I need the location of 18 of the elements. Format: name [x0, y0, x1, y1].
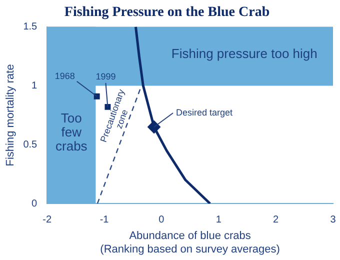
x-tick-label: -1: [100, 214, 110, 226]
y-tick-label: 1: [32, 80, 38, 92]
x-tick-label: 2: [273, 214, 280, 226]
y-tick-label: 0: [32, 198, 38, 210]
x-axis-title: Abundance of blue crabs (Ranking based on survey averages): [100, 230, 280, 256]
x-tick-label: 0: [158, 214, 165, 226]
chart-title: Fishing Pressure on the Blue Crab: [64, 5, 270, 20]
band-label: Too few crabs: [56, 110, 88, 154]
y-tick-label: 1.5: [23, 22, 38, 33]
x-tick-label: -2: [42, 214, 52, 226]
band-label: Fishing pressure too high: [171, 46, 318, 61]
x-tick-label: 3: [330, 214, 336, 226]
y-axis-title: Fishing mortality rate: [4, 64, 17, 166]
annotation: 1999: [96, 71, 116, 82]
y-tick-label: 0.5: [23, 139, 38, 150]
annotation: 1968: [54, 70, 75, 81]
annotation: Desired target: [176, 107, 234, 118]
x-tick-label: 1: [216, 214, 222, 226]
